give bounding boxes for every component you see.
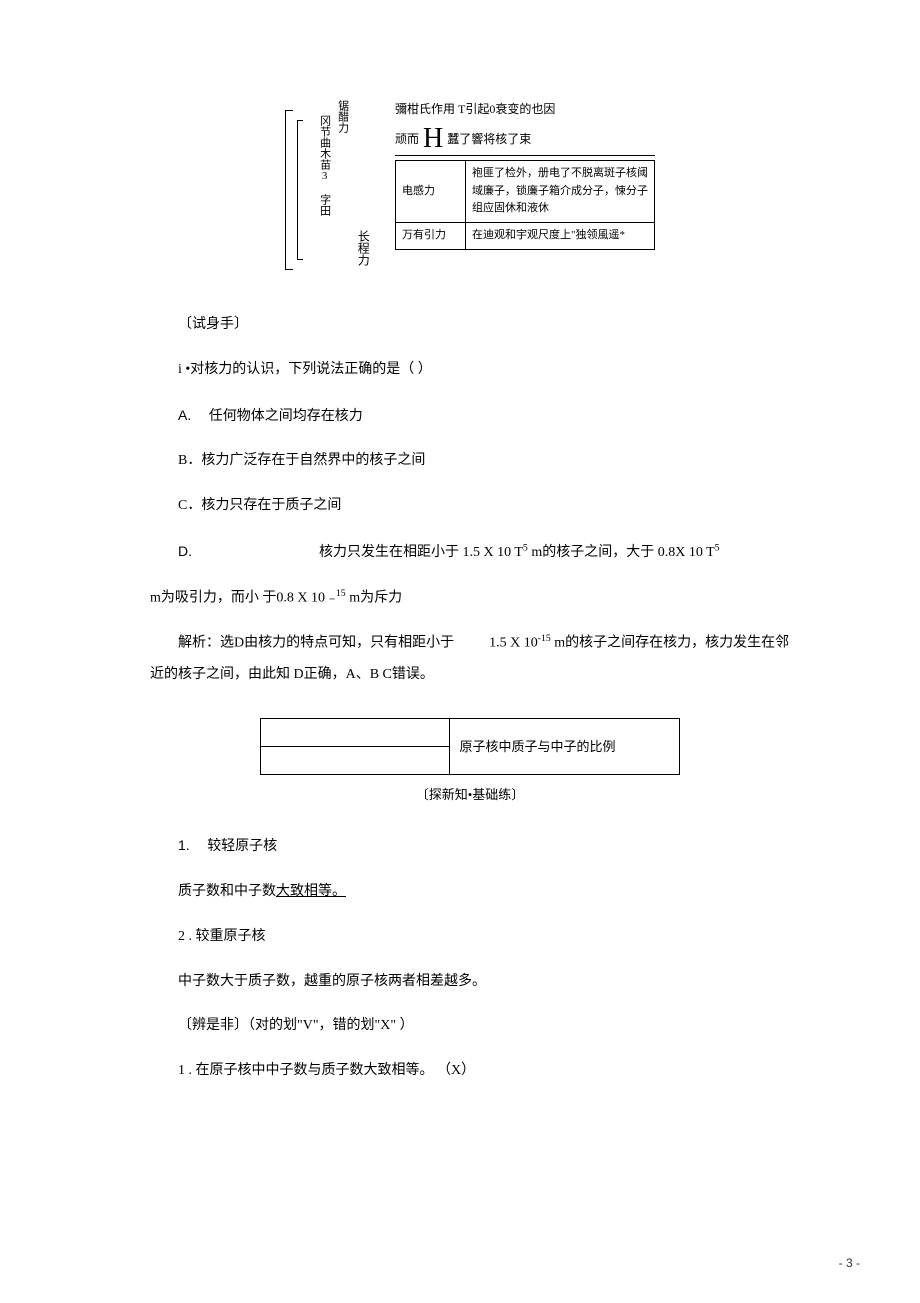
option-c: C．核力只存在于质子之间 [150, 491, 790, 522]
mid-table: 原子核中质子与中子的比例 [260, 718, 680, 775]
option-d-part1: 核力只发生在相距小于 1.5 X 10 T [319, 545, 523, 560]
expl-2: 1.5 X 10 [489, 636, 538, 651]
option-d-part2: m的核子之间，大于 0.8X 10 T [528, 545, 715, 560]
tf-heading: 〔辨是非〕（对的划"V"，错的划"X" ） [150, 1011, 790, 1042]
table-row: 原子核中质子与中子的比例 [261, 719, 680, 747]
top-diagram: 锯醋力 冈节曲木苗3 字田 长程力 彌柑氏作用 T引起0衰变的也因 顽而 H 蠶… [150, 100, 790, 280]
heading-1: 1. 较轻原子核 [150, 830, 790, 863]
table-row: 电感力 袍匪了检外，册电了不脱离斑子核阈域廉子，锁廉子箱介成分子，悚分子组应固休… [396, 161, 655, 223]
question-stem: i •对核力的认识，下列说法正确的是（ ） [150, 355, 790, 386]
sup-15: 15 [336, 588, 346, 599]
force-label: 电感力 [396, 161, 466, 223]
page-number: - 3 - [839, 1254, 860, 1273]
para-1: 质子数和中子数大致相等。 [150, 877, 790, 908]
h1-num: 1. [178, 837, 190, 853]
option-a-label: A. [178, 407, 191, 423]
force-label: 万有引力 [396, 222, 466, 249]
empty-cell [261, 747, 450, 775]
empty-cell [261, 719, 450, 747]
right-top-line: 彌柑氏作用 T引起0衰变的也因 [395, 100, 655, 119]
tf-item-1: 1 . 在原子核中中子数与质子数大致相等。 （X） [150, 1056, 790, 1087]
p1-b-underline: 大致相等。 [276, 884, 346, 899]
forces-table: 电感力 袍匪了检外，册电了不脱离斑子核阈域廉子，锁廉子箱介成分子，悚分子组应固休… [395, 160, 655, 249]
expl-sup: -15 [538, 633, 551, 644]
option-d-cont: m为吸引力，而小 于0.8 X 10 ₋15 m为斥力 [150, 583, 790, 614]
bracket-outer [285, 110, 293, 270]
option-a: A. 任何物体之间均存在核力 [150, 400, 790, 433]
p1-a: 质子数和中子数 [178, 884, 276, 899]
force-desc: 在迪观和宇观尺度上"独领風遥* [466, 222, 655, 249]
option-b: B．核力广泛存在于自然界中的核子之间 [150, 446, 790, 477]
mid-table-cell: 原子核中质子与中子的比例 [449, 719, 679, 775]
option-d-part4: m为斥力 [346, 590, 402, 605]
explanation: 解析：选D由核力的特点可知，只有相距小于 1.5 X 10-15 m的核子之间存… [150, 628, 790, 690]
para-2: 中子数大于质子数，越重的原子核两者相差越多。 [150, 967, 790, 998]
caption: 〔探新知•基础练〕 [150, 785, 790, 806]
heading-2: 2 . 较重原子核 [150, 922, 790, 953]
force-desc: 袍匪了检外，册电了不脱离斑子核阈域廉子，锁廉子箱介成分子，悚分子组应固休和液休 [466, 161, 655, 223]
option-d-label: D. [178, 543, 192, 559]
h1-text: 较轻原子核 [207, 839, 277, 854]
vtext-b: 冈节曲木苗3 字田 [315, 115, 333, 216]
mid-right: 蠶了響将核了束 [447, 130, 531, 149]
section-try: 〔试身手〕 [150, 310, 790, 341]
sup-5: 5 [715, 542, 720, 553]
right-mid-line: 顽而 H 蠶了響将核了束 [395, 125, 655, 156]
option-d-part3: m为吸引力，而小 于0.8 X 10 ₋ [150, 590, 336, 605]
bracket-inner [297, 120, 303, 260]
vtext-a: 锯醋力 [333, 100, 351, 133]
vtext-c: 长程力 [353, 230, 372, 266]
big-h-icon: H [423, 125, 443, 153]
mid-left: 顽而 [395, 130, 419, 149]
table-row: 万有引力 在迪观和宇观尺度上"独领風遥* [396, 222, 655, 249]
right-diagram: 彌柑氏作用 T引起0衰变的也因 顽而 H 蠶了響将核了束 电感力 袍匪了检外，册… [395, 100, 655, 280]
option-a-text: 任何物体之间均存在核力 [209, 409, 363, 424]
option-d: D. 核力只发生在相距小于 1.5 X 10 T 5 m的核子之间，大于 0.8X… [150, 536, 790, 569]
left-bracket-diagram: 锯醋力 冈节曲木苗3 字田 长程力 [285, 100, 385, 280]
expl-1: 解析：选D由核力的特点可知，只有相距小于 [178, 636, 454, 651]
